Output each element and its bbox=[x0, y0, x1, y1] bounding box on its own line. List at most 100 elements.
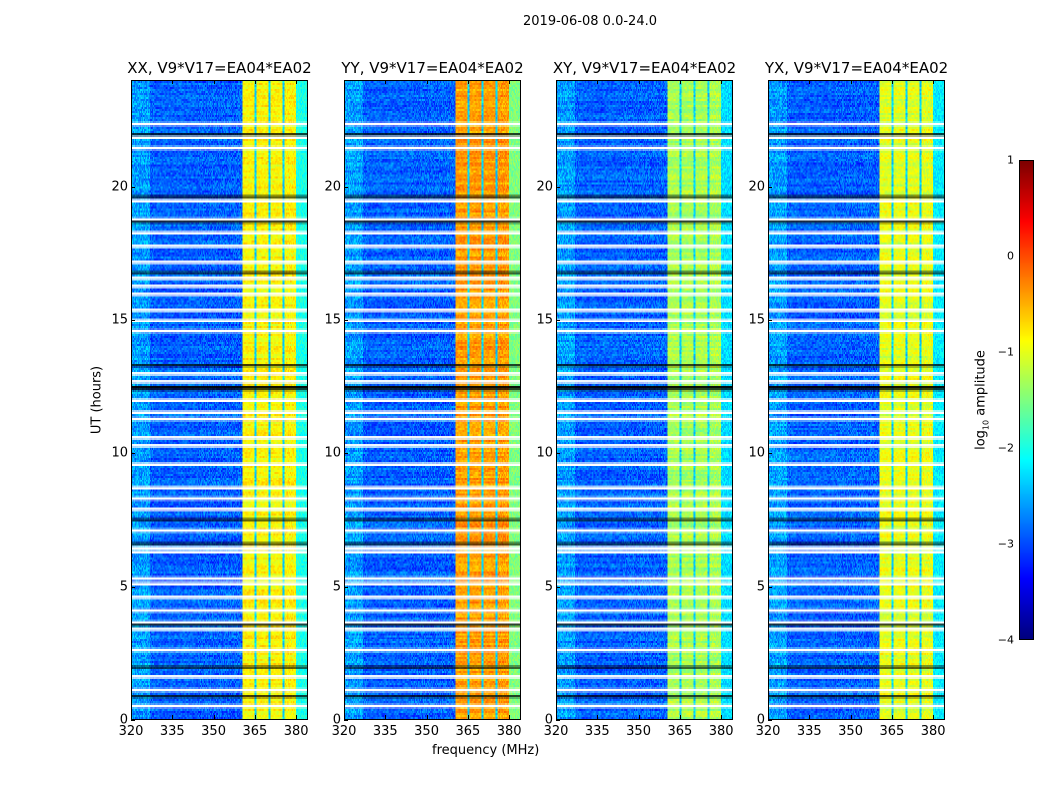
x-tick-label: 365 bbox=[667, 724, 693, 739]
x-tick-mark bbox=[809, 80, 811, 84]
x-tick-label: 380 bbox=[283, 724, 309, 739]
y-tick-mark bbox=[768, 186, 772, 188]
x-tick-mark bbox=[344, 80, 345, 84]
y-tick-label: 10 bbox=[324, 445, 341, 461]
y-tick-mark bbox=[556, 453, 560, 455]
x-tick-label: 320 bbox=[543, 724, 569, 739]
y-tick-label: 20 bbox=[748, 179, 765, 195]
x-tick-mark bbox=[638, 80, 640, 84]
x-tick-mark bbox=[172, 80, 174, 84]
x-tick-label: 335 bbox=[584, 724, 610, 739]
x-tick-mark bbox=[933, 80, 935, 84]
y-tick-mark bbox=[768, 720, 772, 721]
x-tick-label: 365 bbox=[455, 724, 481, 739]
x-tick-mark bbox=[131, 715, 132, 719]
colorbar-label-log: log bbox=[973, 430, 989, 450]
x-tick-mark bbox=[891, 80, 893, 84]
x-tick-label: 380 bbox=[920, 724, 946, 739]
heatmap-panel-1 bbox=[344, 80, 521, 720]
x-tick-mark bbox=[721, 715, 723, 719]
y-tick-label: 5 bbox=[119, 579, 128, 595]
colorbar-label-sub: 10 bbox=[981, 419, 991, 431]
x-tick-mark bbox=[556, 715, 557, 719]
x-tick-mark bbox=[213, 715, 215, 719]
colorbar-label: log10 amplitude bbox=[974, 350, 991, 450]
x-tick-mark bbox=[467, 80, 469, 84]
x-tick-mark bbox=[213, 80, 215, 84]
x-tick-mark bbox=[344, 715, 345, 719]
y-tick-mark bbox=[131, 453, 135, 455]
x-tick-label: 320 bbox=[118, 724, 144, 739]
x-tick-mark bbox=[254, 715, 256, 719]
y-tick-mark bbox=[556, 586, 560, 588]
y-tick-label: 15 bbox=[111, 312, 128, 328]
colorbar-tick-label: −4 bbox=[997, 633, 1014, 647]
y-tick-mark bbox=[344, 186, 348, 188]
y-tick-label: 20 bbox=[324, 179, 341, 195]
colorbar bbox=[1019, 160, 1034, 640]
x-tick-mark bbox=[597, 715, 599, 719]
x-tick-mark bbox=[556, 80, 557, 84]
x-tick-mark bbox=[509, 715, 511, 719]
y-tick-label: 0 bbox=[544, 712, 553, 728]
colorbar-tick-label: −2 bbox=[997, 441, 1014, 455]
x-tick-label: 350 bbox=[626, 724, 651, 739]
y-tick-mark bbox=[344, 720, 348, 721]
heatmap-cells bbox=[557, 81, 732, 719]
y-tick-mark bbox=[556, 720, 560, 721]
heatmap-panel-0 bbox=[131, 80, 308, 720]
heatmap-cells bbox=[769, 81, 944, 719]
x-tick-mark bbox=[768, 80, 769, 84]
x-tick-label: 335 bbox=[159, 724, 185, 739]
x-tick-mark bbox=[721, 80, 723, 84]
y-tick-mark bbox=[344, 453, 348, 455]
x-tick-mark bbox=[679, 80, 681, 84]
x-tick-label: 350 bbox=[201, 724, 226, 739]
heatmap-panel-2 bbox=[556, 80, 733, 720]
panel-title: YY, V9*V17=EA04*EA02 bbox=[341, 59, 524, 77]
x-tick-mark bbox=[850, 715, 852, 719]
heatmap-cells bbox=[345, 81, 520, 719]
y-tick-label: 0 bbox=[119, 712, 128, 728]
y-tick-label: 15 bbox=[748, 312, 765, 328]
x-axis-label: frequency (MHz) bbox=[432, 743, 540, 758]
x-tick-mark bbox=[679, 715, 681, 719]
y-tick-label: 10 bbox=[748, 445, 765, 461]
colorbar-tick-label: −3 bbox=[997, 537, 1014, 551]
x-tick-mark bbox=[254, 80, 256, 84]
x-tick-mark bbox=[385, 80, 387, 84]
y-tick-mark bbox=[768, 320, 772, 321]
y-tick-mark bbox=[344, 320, 348, 321]
y-tick-label: 15 bbox=[324, 312, 341, 328]
x-tick-label: 365 bbox=[242, 724, 268, 739]
figure-title: 2019-06-08 0.0-24.0 bbox=[523, 14, 657, 29]
y-tick-mark bbox=[131, 586, 135, 588]
x-tick-label: 320 bbox=[755, 724, 781, 739]
y-axis-label: UT (hours) bbox=[89, 365, 105, 435]
y-tick-label: 20 bbox=[111, 179, 128, 195]
y-tick-label: 20 bbox=[536, 179, 553, 195]
x-tick-label: 365 bbox=[879, 724, 905, 739]
panel-title: XY, V9*V17=EA04*EA02 bbox=[552, 59, 737, 77]
x-tick-label: 335 bbox=[372, 724, 398, 739]
y-tick-mark bbox=[131, 186, 135, 188]
y-tick-mark bbox=[131, 720, 135, 721]
colorbar-tick-label: −1 bbox=[997, 345, 1014, 359]
x-tick-label: 335 bbox=[796, 724, 822, 739]
y-tick-mark bbox=[768, 453, 772, 455]
x-tick-mark bbox=[426, 80, 428, 84]
heatmap-cells bbox=[132, 81, 307, 719]
x-tick-mark bbox=[597, 80, 599, 84]
y-tick-label: 15 bbox=[536, 312, 553, 328]
panel-title: YX, V9*V17=EA04*EA02 bbox=[764, 59, 949, 77]
colorbar-label-text: amplitude bbox=[973, 350, 989, 420]
heatmap-panel-3 bbox=[768, 80, 945, 720]
x-tick-mark bbox=[509, 80, 511, 84]
y-tick-mark bbox=[768, 586, 772, 588]
panel-title: XX, V9*V17=EA04*EA02 bbox=[127, 59, 312, 77]
y-tick-label: 5 bbox=[332, 579, 341, 595]
x-tick-mark bbox=[891, 715, 893, 719]
x-tick-mark bbox=[933, 715, 935, 719]
y-tick-label: 0 bbox=[756, 712, 765, 728]
x-tick-mark bbox=[467, 715, 469, 719]
